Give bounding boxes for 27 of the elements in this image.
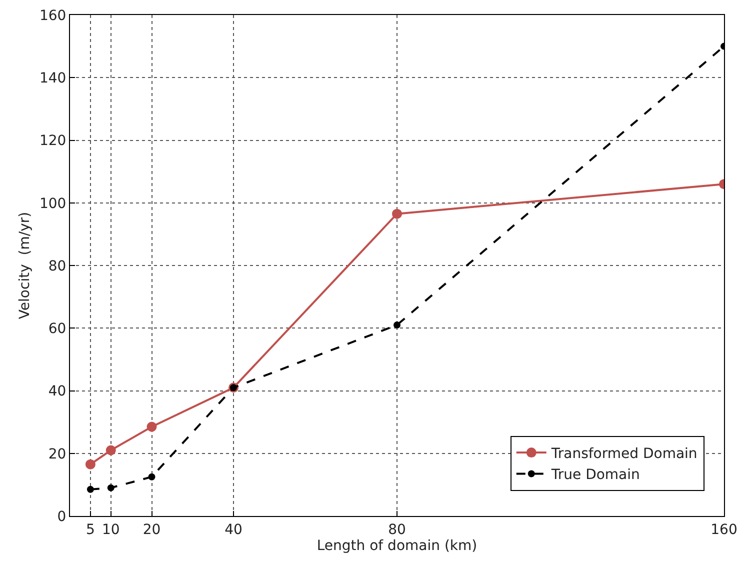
- legend-label: Transformed Domain: [550, 446, 698, 462]
- x-tick-label: 160: [710, 522, 738, 538]
- y-tick-label: 20: [48, 446, 66, 462]
- y-tick-label: 160: [39, 8, 66, 24]
- y-tick-label: 60: [48, 321, 66, 338]
- point: [86, 486, 94, 493]
- x-tick-label: 5: [86, 522, 95, 538]
- point: [107, 484, 114, 492]
- x-tick-label: 80: [388, 522, 406, 538]
- x-axis-title: Length of domain (km): [316, 538, 478, 554]
- y-tick-label: 0: [57, 508, 66, 525]
- x-tick-label: 40: [224, 522, 242, 538]
- y-tick-label: 140: [39, 70, 66, 87]
- x-tick-label: 10: [102, 522, 120, 538]
- legend-label: True Domain: [550, 467, 640, 484]
- y-tick-label: 100: [39, 196, 66, 212]
- point: [394, 321, 400, 328]
- y-tick-label: 80: [48, 258, 66, 274]
- y-tick-label: 40: [48, 384, 66, 400]
- x-tick-label: 20: [142, 522, 161, 538]
- point: [148, 473, 156, 480]
- point: [106, 445, 116, 456]
- y-tick-label: 120: [39, 133, 66, 150]
- point: [392, 208, 402, 219]
- y-axis-title: Velocity (m/yr): [17, 212, 34, 320]
- point: [85, 459, 96, 470]
- point: [146, 422, 157, 432]
